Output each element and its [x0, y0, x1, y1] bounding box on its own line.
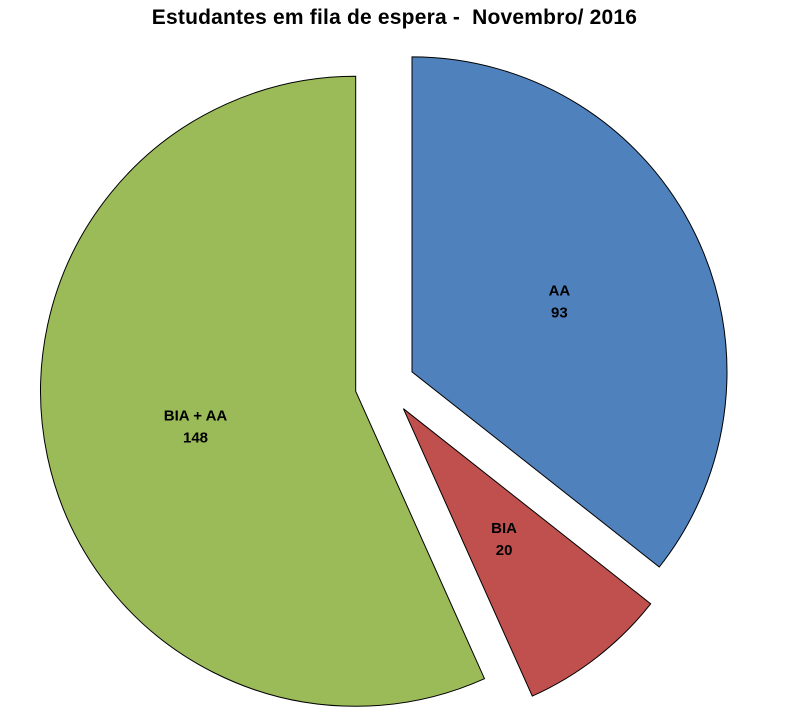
slice-value-aa: 93: [551, 305, 568, 322]
slice-value-bia: 20: [496, 542, 513, 559]
pie-group: AA 93 BIA 20 BIA + AA 148: [40, 56, 728, 707]
slice-label-bia: BIA: [491, 520, 517, 537]
slice-value-bia-aa: 148: [183, 430, 208, 447]
pie-slice-aa: [411, 56, 728, 568]
pie-slice-bia-aa: [40, 75, 486, 707]
chart-title: Estudantes em fila de espera - Novembro/…: [151, 6, 638, 29]
pie-slice-bia: [402, 408, 652, 697]
slice-label-aa: AA: [549, 283, 571, 300]
slice-label-bia-aa: BIA + AA: [164, 408, 228, 425]
